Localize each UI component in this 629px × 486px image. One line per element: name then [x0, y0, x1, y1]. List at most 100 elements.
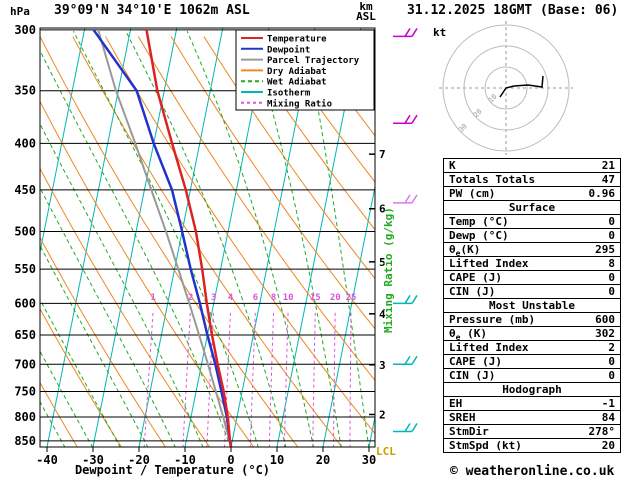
hodograph-trace — [499, 75, 544, 98]
datetime-title: 31.12.2025 18GMT (Base: 06) — [407, 3, 619, 18]
wet-adiabat-line — [40, 186, 176, 447]
pressure-tick-label: 750 — [14, 384, 36, 398]
pressure-tick-label: 700 — [14, 357, 36, 371]
table-row-label: SREH — [449, 411, 476, 424]
isotherm-line — [46, 28, 132, 447]
table-row-value: 20 — [601, 439, 615, 452]
legend-label: Parcel Trajectory — [267, 55, 360, 66]
table-row: Pressure (mb) 600 — [444, 313, 620, 327]
table-row: CIN (J) 0 — [444, 285, 620, 299]
table-row-value: 2 — [608, 341, 615, 354]
table-row-value: 0 — [608, 229, 615, 242]
legend-label: Wet Adiabat — [267, 77, 327, 88]
dry-adiabat-line — [137, 36, 375, 382]
hodograph-ring-label: 30 — [457, 122, 469, 134]
pressure-tick-label: 550 — [14, 262, 36, 276]
table-row: EH -1 — [444, 397, 620, 411]
station-title: 39°09'N 34°10'E 1062m ASL — [54, 3, 250, 18]
table-row: StmDir 278° — [444, 425, 620, 439]
table-row: StmSpd (kt) 20 — [444, 439, 620, 452]
mixing-ratio-line — [182, 309, 192, 447]
temp-tick-label: 30 — [362, 453, 376, 467]
table-row-value: 0 — [608, 215, 615, 228]
table-row: Lifted Index 2 — [444, 341, 620, 355]
table-row: θe (K) 302 — [444, 327, 620, 342]
background-line-families: 1 2 3 4 6 8 10 15 20 25 — [0, 28, 375, 448]
mixing-ratio-axis-title: Mixing Ratio (g/kg) — [382, 207, 395, 333]
mixing-ratio-line — [249, 309, 256, 447]
wind-barb — [393, 295, 418, 305]
table-row-label: PW (cm) — [449, 187, 496, 200]
table-row: K 21 — [444, 159, 620, 173]
table-row: SREH 84 — [444, 411, 620, 425]
mixing-ratio-line — [143, 309, 154, 447]
temp-tick-label: -10 — [174, 453, 196, 467]
legend-label: Dry Adiabat — [267, 66, 327, 77]
table-row-value: 0 — [608, 271, 615, 284]
temp-tick-label: -20 — [128, 453, 150, 467]
pressure-tick-label: 350 — [14, 84, 36, 98]
wind-barb — [393, 423, 418, 433]
table-row-value: 0.96 — [588, 187, 616, 200]
table-row-value: 21 — [601, 159, 615, 172]
table-row-label: Lifted Index — [449, 257, 529, 270]
legend-label: Dewpoint — [267, 44, 310, 55]
wet-adiabat-line — [248, 31, 342, 447]
legend-label: Isotherm — [267, 89, 311, 99]
table-row: Lifted Index 8 — [444, 257, 620, 271]
isotherm-line — [40, 28, 86, 255]
dry-adiabat-line — [72, 36, 343, 447]
wet-adiabat-line — [40, 298, 121, 447]
table-row-value: 295 — [595, 243, 615, 256]
table-row-label: Pressure (mb) — [449, 313, 536, 326]
dry-adiabat-line — [268, 36, 375, 183]
table-row-label: StmSpd (kt) — [449, 439, 522, 452]
table-row-label: θe(K) — [449, 243, 481, 259]
mixing-ratio-value-label: 3 — [211, 293, 216, 303]
altitude-tick-label: 4 — [379, 308, 386, 321]
altitude-tick-label: 3 — [379, 359, 386, 372]
hodograph-ring — [484, 66, 528, 110]
dry-adiabat-line — [40, 381, 78, 447]
mixing-ratio-line — [312, 309, 316, 447]
legend-label: Temperature — [267, 35, 327, 45]
table-row: Totals Totals 47 — [444, 173, 620, 187]
legend-label: Mixing Ratio — [267, 98, 332, 109]
temperature-curve — [145, 29, 233, 447]
table-row-label: CAPE (J) — [449, 355, 502, 368]
mixing-ratio-value-label: 15 — [310, 293, 321, 303]
wet-adiabat-line — [40, 122, 204, 447]
mixing-ratio-value-label: 1 — [151, 293, 156, 303]
table-section-header: Hodograph — [444, 383, 620, 397]
table-row-value: -1 — [601, 397, 615, 410]
altitude-tick-label: 2 — [379, 408, 386, 421]
mixing-ratio-value-label: 20 — [330, 293, 341, 303]
parcel-trajectory-curve — [97, 29, 232, 447]
temp-tick-label: 0 — [227, 453, 234, 467]
dry-adiabat-line — [40, 167, 211, 447]
table-row-value: 0 — [608, 355, 615, 368]
altitude-tick-label: 5 — [379, 256, 386, 269]
mixing-ratio-value-label: 4 — [228, 293, 234, 303]
pressure-tick-label: 500 — [14, 224, 36, 238]
stats-table: K 21 Totals Totals 47 PW (cm) 0.96 Surface Temp… — [443, 158, 621, 453]
table-row: Dewp (°C) 0 — [444, 229, 620, 243]
wet-adiabat-line — [0, 31, 10, 448]
table-row-label: EH — [449, 397, 463, 410]
table-row: CIN (J) 0 — [444, 369, 620, 383]
altitude-unit-km: km — [359, 0, 373, 13]
table-row-value: 0 — [608, 285, 615, 298]
wet-adiabat-line — [40, 350, 93, 447]
pressure-tick-label: 300 — [14, 23, 36, 37]
mixing-ratio-value-label: 10 — [283, 293, 294, 303]
mixing-ratio-value-label: 25 — [346, 293, 357, 303]
wet-adiabat-line — [303, 31, 370, 447]
hodograph-ring — [442, 24, 570, 152]
hodograph-ring-label: 20 — [472, 107, 484, 119]
wind-barb — [393, 194, 418, 204]
temp-tick-label: 20 — [316, 453, 330, 467]
temp-tick-label: -40 — [36, 453, 58, 467]
